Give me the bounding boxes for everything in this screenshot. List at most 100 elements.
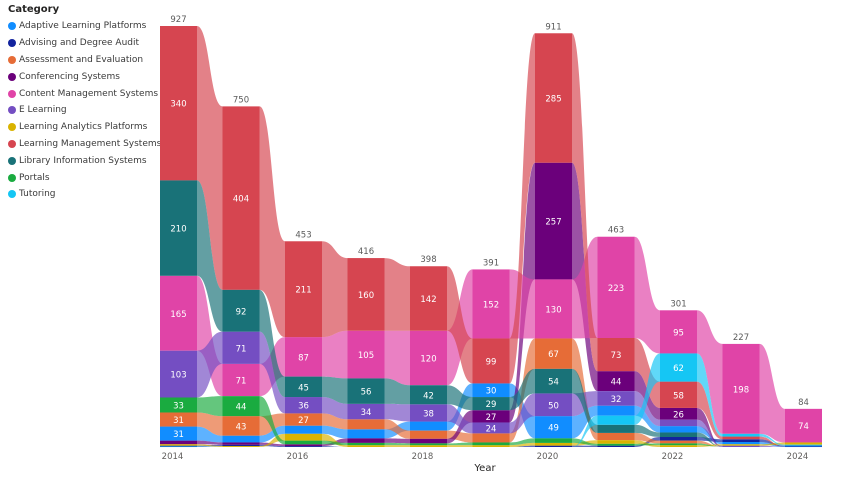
bar-segment-tutoring-2014[interactable] (160, 446, 197, 448)
ribbon-assessment-and-evaluation-2022-2023[interactable] (697, 440, 723, 447)
ribbon-learning-management-systems-2020-2021[interactable] (572, 33, 598, 372)
ribbon-assessment-and-evaluation-2021-2022[interactable] (634, 432, 661, 444)
bar-segment-conferencing-systems-2020[interactable] (535, 162, 572, 280)
ribbon-e-learning-2016-2017[interactable] (322, 397, 348, 420)
ribbon-library-information-systems-2015-2016[interactable] (259, 289, 286, 398)
bar-segment-library-information-systems-2022[interactable] (660, 432, 697, 438)
bar-segment-assessment-and-evaluation-2014[interactable] (160, 412, 197, 427)
bar-segment-portals-2014[interactable] (160, 397, 197, 413)
bar-segment-e-learning-2020[interactable] (535, 393, 572, 417)
ribbon-learning-analytics-platforms-2017-2018[interactable] (384, 445, 411, 447)
ribbon-adaptive-learning-platforms-2020-2021[interactable] (572, 405, 598, 439)
ribbon-learning-analytics-platforms-2018-2019[interactable] (447, 445, 473, 447)
bar-segment-advising-and-degree-audit-2015[interactable] (222, 444, 260, 447)
bar-segment-e-learning-2023[interactable] (722, 445, 760, 447)
ribbon-e-learning-2015-2016[interactable] (259, 331, 286, 414)
ribbon-portals-2019-2020[interactable] (509, 438, 536, 446)
bar-segment-tutoring-2021[interactable] (597, 415, 635, 425)
ribbon-library-information-systems-2021-2022[interactable] (634, 424, 661, 438)
bar-segment-portals-2017[interactable] (347, 442, 385, 446)
ribbon-content-management-systems-2022-2023[interactable] (697, 310, 723, 434)
bar-segment-advising-and-degree-audit-2014[interactable] (160, 445, 197, 447)
ribbon-assessment-and-evaluation-2016-2017[interactable] (322, 413, 348, 430)
ribbon-e-learning-2014-2015[interactable] (197, 331, 223, 398)
bar-segment-e-learning-2019[interactable] (472, 422, 510, 434)
ribbon-learning-analytics-platforms-2016-2017[interactable] (322, 433, 348, 447)
ribbon-adaptive-learning-platforms-2016-2017[interactable] (322, 425, 348, 439)
bar-segment-library-information-systems-2021[interactable] (597, 424, 635, 433)
ribbon-advising-and-degree-audit-2016-2017[interactable] (322, 446, 348, 447)
bar-segment-portals-2020[interactable] (535, 438, 572, 443)
bar-segment-learning-analytics-platforms-2015[interactable] (222, 446, 260, 447)
ribbon-learning-management-systems-2022-2023[interactable] (697, 381, 723, 440)
bar-segment-conferencing-systems-2014[interactable] (160, 440, 197, 445)
bar-segment-learning-management-systems-2014[interactable] (160, 26, 197, 181)
bar-segment-advising-and-degree-audit-2021[interactable] (597, 445, 635, 447)
bar-segment-library-information-systems-2017[interactable] (347, 378, 385, 404)
bar-segment-portals-2021[interactable] (597, 443, 635, 446)
bar-segment-learning-management-systems-2015[interactable] (222, 106, 260, 290)
bar-segment-learning-analytics-platforms-2022[interactable] (660, 445, 697, 447)
ribbon-library-information-systems-2022-2023[interactable] (697, 432, 723, 447)
bar-segment-content-management-systems-2016[interactable] (285, 337, 322, 377)
ribbon-learning-analytics-platforms-2023-2024[interactable] (759, 442, 786, 446)
bar-segment-e-learning-2014[interactable] (160, 350, 197, 398)
bar-segment-learning-management-systems-2016[interactable] (285, 241, 322, 338)
bar-segment-learning-management-systems-2021[interactable] (597, 338, 635, 372)
bar-segment-learning-management-systems-2020[interactable] (535, 33, 572, 163)
bar-segment-learning-management-systems-2023[interactable] (722, 436, 760, 440)
bar-segment-content-management-systems-2020[interactable] (535, 279, 572, 339)
legend-item-portals[interactable]: Portals (8, 169, 161, 186)
ribbon-library-information-systems-2020-2021[interactable] (572, 368, 598, 433)
ribbon-learning-management-systems-2021-2022[interactable] (634, 338, 661, 408)
ribbon-e-learning-2019-2020[interactable] (509, 393, 536, 434)
bar-segment-learning-analytics-platforms-2020[interactable] (535, 442, 572, 446)
ribbon-conferencing-systems-2014-2015[interactable] (197, 440, 223, 445)
bar-segment-content-management-systems-2021[interactable] (597, 236, 635, 339)
ribbon-library-information-systems-2019-2020[interactable] (509, 368, 536, 411)
bar-segment-assessment-and-evaluation-2017[interactable] (347, 419, 385, 430)
bar-segment-learning-analytics-platforms-2014[interactable] (160, 444, 197, 446)
ribbon-advising-and-degree-audit-2021-2022[interactable] (634, 437, 661, 447)
ribbon-assessment-and-evaluation-2020-2021[interactable] (572, 338, 598, 441)
bar-segment-portals-2016[interactable] (285, 440, 322, 445)
bar-segment-advising-and-degree-audit-2024[interactable] (785, 445, 822, 447)
ribbon-advising-and-degree-audit-2020-2021[interactable] (572, 445, 598, 447)
bar-segment-portals-2022[interactable] (660, 443, 697, 446)
bar-segment-library-information-systems-2016[interactable] (285, 376, 322, 398)
bar-segment-e-learning-2021[interactable] (597, 391, 635, 406)
ribbon-learning-analytics-platforms-2019-2020[interactable] (509, 442, 536, 447)
legend-item-learning-management-systems[interactable]: Learning Management Systems (8, 136, 161, 153)
ribbon-adaptive-learning-platforms-2015-2016[interactable] (259, 425, 286, 443)
bar-segment-conferencing-systems-2016[interactable] (285, 444, 322, 447)
bar-segment-learning-analytics-platforms-2024[interactable] (785, 442, 822, 445)
bar-segment-assessment-and-evaluation-2016[interactable] (285, 413, 322, 426)
legend-item-content-management-systems[interactable]: Content Management Systems (8, 85, 161, 102)
bar-segment-learning-analytics-platforms-2016[interactable] (285, 433, 322, 441)
ribbon-portals-2016-2017[interactable] (322, 440, 348, 446)
bar-segment-adaptive-learning-platforms-2014[interactable] (160, 426, 197, 441)
bar-segment-tutoring-2022[interactable] (660, 353, 697, 382)
bar-segment-library-information-systems-2015[interactable] (222, 289, 260, 332)
ribbon-advising-and-degree-audit-2022-2023[interactable] (697, 437, 723, 443)
bar-segment-content-management-systems-2015[interactable] (222, 363, 260, 397)
ribbon-tutoring-2023-2024[interactable] (759, 433, 786, 446)
ribbon-portals-2018-2019[interactable] (447, 442, 473, 446)
ribbon-library-information-systems-2016-2017[interactable] (322, 376, 348, 404)
ribbon-learning-analytics-platforms-2014-2015[interactable] (197, 444, 223, 447)
bar-segment-library-information-systems-2014[interactable] (160, 180, 197, 276)
ribbon-content-management-systems-2023-2024[interactable] (759, 343, 786, 443)
bar-segment-learning-analytics-platforms-2018[interactable] (410, 445, 447, 447)
bar-segment-adaptive-learning-platforms-2021[interactable] (597, 405, 635, 416)
ribbon-assessment-and-evaluation-2014-2015[interactable] (197, 412, 223, 436)
ribbon-library-information-systems-2014-2015[interactable] (197, 180, 223, 332)
legend-item-assessment-and-evaluation[interactable]: Assessment and Evaluation (8, 52, 161, 69)
bar-segment-learning-management-systems-2017[interactable] (347, 258, 385, 331)
bar-segment-conferencing-systems-2021[interactable] (597, 371, 635, 392)
bar-segment-learning-analytics-platforms-2021[interactable] (597, 440, 635, 444)
ribbon-conferencing-systems-2017-2018[interactable] (384, 438, 411, 444)
ribbon-adaptive-learning-platforms-2014-2015[interactable] (197, 426, 223, 443)
ribbon-portals-2022-2023[interactable] (697, 443, 723, 447)
bar-segment-learning-management-systems-2018[interactable] (410, 266, 447, 331)
bar-segment-assessment-and-evaluation-2022[interactable] (660, 440, 697, 444)
